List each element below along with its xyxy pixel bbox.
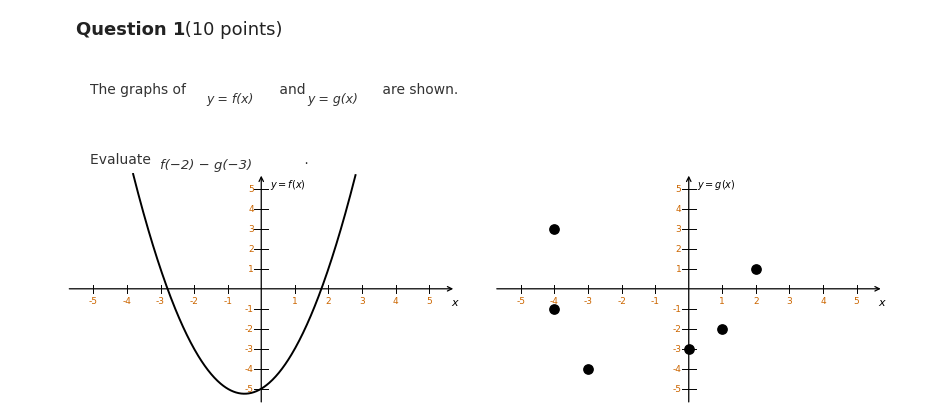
Text: -5: -5 [673, 385, 681, 393]
Text: 4: 4 [820, 297, 826, 306]
Text: are shown.: are shown. [378, 83, 458, 97]
Text: Evaluate: Evaluate [90, 153, 156, 167]
Text: -1: -1 [651, 297, 659, 306]
Text: (10 points): (10 points) [179, 21, 282, 38]
Text: -3: -3 [583, 297, 593, 306]
Text: 5: 5 [248, 185, 254, 194]
Text: 4: 4 [392, 297, 398, 306]
Text: -5: -5 [517, 297, 525, 306]
Text: The graphs of: The graphs of [90, 83, 191, 97]
Text: -4: -4 [550, 297, 559, 306]
Point [580, 366, 596, 372]
Point [714, 326, 730, 332]
Point [681, 346, 696, 352]
Text: 3: 3 [248, 225, 254, 234]
Text: -4: -4 [245, 364, 254, 373]
Point [547, 306, 562, 312]
Text: 3: 3 [359, 297, 365, 306]
Text: 1: 1 [675, 265, 681, 274]
Text: 5: 5 [854, 297, 860, 306]
Text: .: . [300, 153, 309, 167]
Text: 2: 2 [248, 245, 254, 254]
Text: -2: -2 [618, 297, 626, 306]
Text: 2: 2 [675, 245, 681, 254]
Text: f(−2) − g(−3): f(−2) − g(−3) [160, 159, 252, 172]
Text: -1: -1 [245, 304, 254, 313]
Text: -5: -5 [89, 297, 98, 306]
Text: y = g(x): y = g(x) [307, 93, 358, 106]
Text: 4: 4 [248, 205, 254, 214]
Text: -1: -1 [223, 297, 232, 306]
Text: -4: -4 [673, 364, 681, 373]
Text: -3: -3 [673, 344, 681, 354]
Text: 3: 3 [787, 297, 792, 306]
Text: x: x [451, 297, 458, 307]
Text: -4: -4 [123, 297, 131, 306]
Text: $y=g(x)$: $y=g(x)$ [697, 178, 736, 191]
Text: 2: 2 [753, 297, 759, 306]
Text: -1: -1 [673, 304, 681, 313]
Text: 5: 5 [427, 297, 432, 306]
Text: y = f(x): y = f(x) [206, 93, 254, 106]
Text: -3: -3 [245, 344, 254, 354]
Text: Question 1: Question 1 [76, 21, 185, 38]
Point [547, 226, 562, 233]
Text: x: x [879, 297, 885, 307]
Point [749, 266, 764, 273]
Text: -5: -5 [245, 385, 254, 393]
Text: 2: 2 [326, 297, 332, 306]
Text: 1: 1 [248, 265, 254, 274]
Text: and: and [275, 83, 310, 97]
Text: -2: -2 [673, 325, 681, 333]
Text: 1: 1 [719, 297, 725, 306]
Text: -3: -3 [156, 297, 165, 306]
Text: 3: 3 [675, 225, 681, 234]
Text: $y=f(x)$: $y=f(x)$ [270, 178, 306, 191]
Text: -2: -2 [245, 325, 254, 333]
Text: 4: 4 [675, 205, 681, 214]
Text: 5: 5 [675, 185, 681, 194]
Text: -2: -2 [190, 297, 199, 306]
Text: 1: 1 [292, 297, 297, 306]
